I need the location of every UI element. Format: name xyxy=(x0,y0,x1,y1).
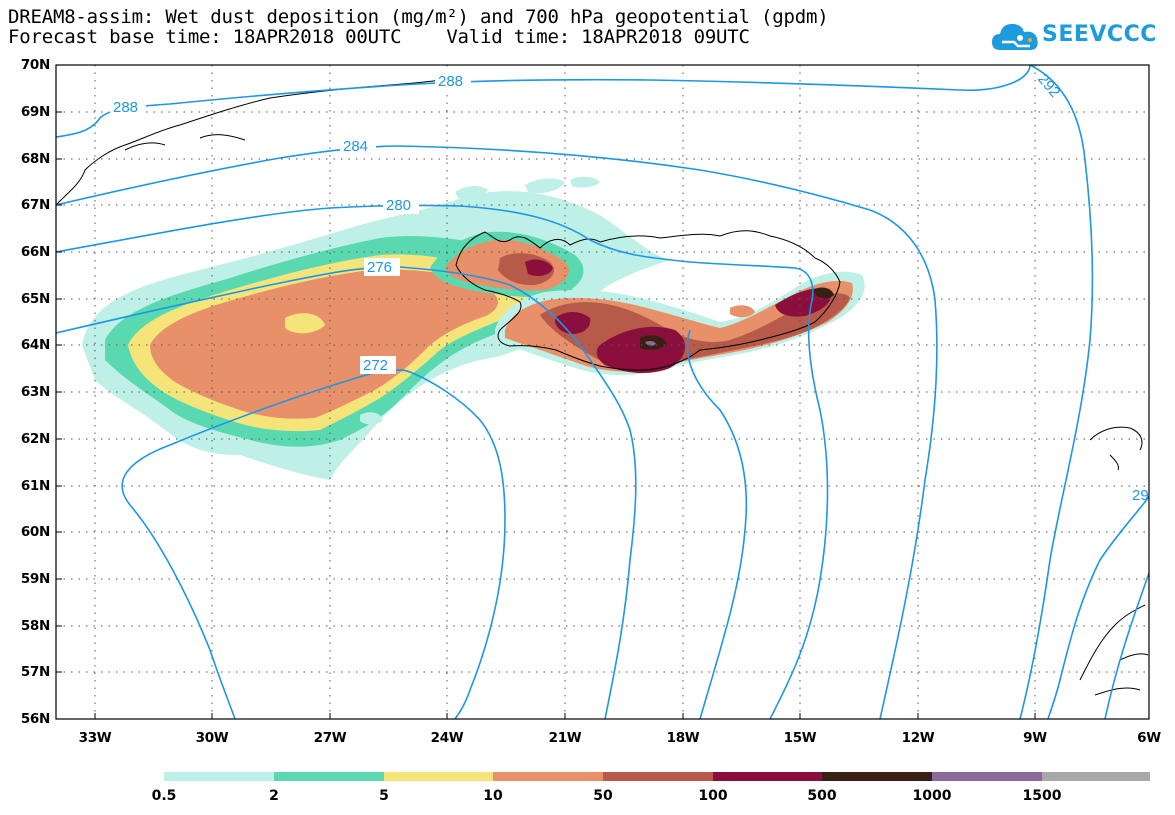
colorbar-label: 1500 xyxy=(1022,788,1062,804)
lat-label: 66N xyxy=(20,244,50,260)
axis-ticks xyxy=(56,64,1150,720)
forecast-time-line: Forecast base time: 18APR2018 00UTC Vali… xyxy=(8,26,750,48)
lat-label: 68N xyxy=(20,151,50,167)
lon-label: 24W xyxy=(430,730,464,746)
colorbar-label: 50 xyxy=(593,788,613,804)
lon-label: 9W xyxy=(1023,730,1047,746)
colorbar-label: 1000 xyxy=(912,788,952,804)
contour-label: 276 xyxy=(367,259,392,276)
map-title: DREAM8-assim: Wet dust deposition (mg/m²… xyxy=(8,6,829,28)
contour-label: 288 xyxy=(113,99,138,116)
lon-label: 27W xyxy=(313,730,347,746)
lon-label: 6W xyxy=(1137,730,1161,746)
contour-label: 272 xyxy=(363,357,388,374)
colorbar-swatch xyxy=(932,772,1042,781)
contour-label: 284 xyxy=(343,138,368,155)
colorbar-swatch xyxy=(603,772,713,781)
lat-label: 56N xyxy=(20,711,50,727)
cloud-icon xyxy=(992,24,1038,50)
lat-label: 61N xyxy=(20,478,50,494)
dust-deposition-field xyxy=(82,176,865,480)
logo-text: SEEVCCC xyxy=(1042,22,1157,47)
colorbar-label: 100 xyxy=(698,788,728,804)
lon-label: 12W xyxy=(901,730,935,746)
colorbar-label: 10 xyxy=(483,788,503,804)
lat-label: 58N xyxy=(20,618,50,634)
seevccc-logo: SEEVCCC xyxy=(990,16,1160,60)
contour-label: 280 xyxy=(386,197,411,214)
lat-label: 69N xyxy=(20,104,50,120)
colorbar-swatch xyxy=(493,772,603,781)
lat-label: 67N xyxy=(20,197,50,213)
colorbar-swatch xyxy=(822,772,932,781)
lat-label: 57N xyxy=(20,664,50,680)
contour-label: 29 xyxy=(1132,487,1149,504)
colorbar-label: 0.5 xyxy=(151,788,177,804)
lat-label: 65N xyxy=(20,291,50,307)
colorbar-swatch xyxy=(164,772,274,781)
lat-label: 59N xyxy=(20,571,50,587)
colorbar-label: 2 xyxy=(269,788,279,804)
lat-label: 63N xyxy=(20,384,50,400)
lat-label: 62N xyxy=(20,431,50,447)
lon-label: 21W xyxy=(548,730,582,746)
lat-label: 60N xyxy=(20,524,50,540)
contour-label: 288 xyxy=(438,73,463,90)
colorbar-label: 5 xyxy=(379,788,389,804)
colorbar-label: 500 xyxy=(807,788,837,804)
lat-label: 70N xyxy=(20,57,50,73)
lon-label: 30W xyxy=(195,730,229,746)
colorbar-swatch xyxy=(1042,772,1150,781)
contour-label: 292 xyxy=(1034,71,1063,101)
colorbar-swatch xyxy=(384,772,493,781)
colorbar-swatch xyxy=(713,772,822,781)
lon-label: 15W xyxy=(783,730,817,746)
lon-label: 18W xyxy=(666,730,700,746)
lat-label: 64N xyxy=(20,337,50,353)
lon-label: 33W xyxy=(78,730,112,746)
colorbar-swatch xyxy=(274,772,384,781)
